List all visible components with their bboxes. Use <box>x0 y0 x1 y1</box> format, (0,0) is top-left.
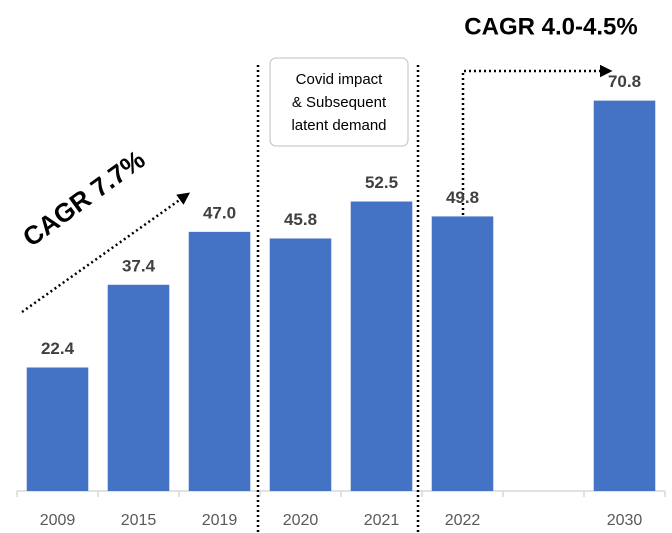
value-label: 70.8 <box>608 72 641 91</box>
bar <box>593 100 656 491</box>
note-line: Covid impact <box>296 71 384 88</box>
bar <box>431 216 494 492</box>
x-tick-label: 2009 <box>40 512 76 529</box>
x-tick-label: 2030 <box>607 512 643 529</box>
cagr-arrow <box>21 192 191 314</box>
x-tick-label: 2021 <box>364 512 400 529</box>
value-label: 45.8 <box>284 210 317 229</box>
bar <box>26 367 89 491</box>
x-tick-label: 2015 <box>121 512 157 529</box>
value-label: 47.0 <box>203 203 236 222</box>
value-label: 52.5 <box>365 173 398 192</box>
x-tick-label: 2020 <box>283 512 319 529</box>
value-label: 22.4 <box>41 339 75 358</box>
bar <box>350 201 413 492</box>
note-box <box>269 57 409 147</box>
cagr-label: CAGR 4.0-4.5% <box>464 13 637 40</box>
x-tick-label: 2022 <box>445 512 481 529</box>
value-label: 49.8 <box>446 188 479 207</box>
note-line: latent demand <box>291 117 386 134</box>
note-line: & Subsequent <box>292 94 387 111</box>
bar <box>107 284 170 491</box>
cagr-arrow <box>461 64 613 230</box>
value-label: 37.4 <box>122 256 156 275</box>
bar <box>188 231 251 491</box>
x-tick-label: 2019 <box>202 512 238 529</box>
bar <box>269 238 332 491</box>
cagr-label: CAGR 7.7% <box>17 144 150 252</box>
